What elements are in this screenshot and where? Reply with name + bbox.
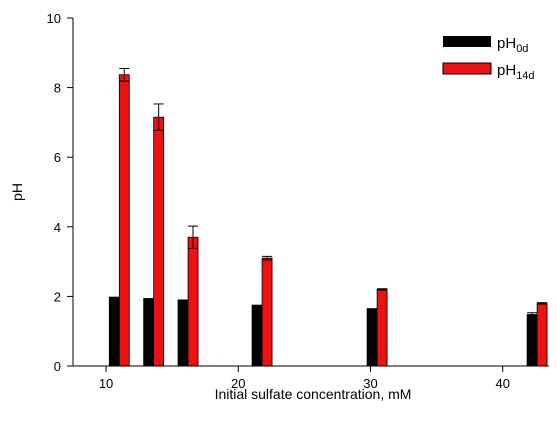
y-tick-label-2: 2 bbox=[54, 289, 61, 304]
bar-ph0d-3 bbox=[251, 304, 263, 367]
bar-ph0d-4 bbox=[366, 308, 378, 367]
error-bars bbox=[119, 67, 548, 317]
legend-label-ph14d-main: pH bbox=[497, 62, 516, 79]
x-tick-label-10: 10 bbox=[99, 376, 113, 391]
legend-label-ph0d-main: pH bbox=[497, 35, 516, 52]
y-tick-label-4: 4 bbox=[54, 220, 61, 235]
bar-ph14d-0 bbox=[118, 74, 130, 367]
legend-swatch-ph14d bbox=[442, 62, 492, 75]
bar-ph0d-0 bbox=[108, 296, 120, 367]
legend-label-ph14d-sub: 14d bbox=[516, 70, 534, 82]
bar-ph14d-3 bbox=[261, 257, 273, 367]
bar-ph0d-5 bbox=[526, 314, 538, 367]
y-tick-label-6: 6 bbox=[54, 150, 61, 165]
bar-ph0d-1 bbox=[143, 298, 155, 367]
x-tick-label-20: 20 bbox=[231, 376, 245, 391]
bar-ph14d-2 bbox=[187, 236, 199, 367]
bar-ph0d-2 bbox=[177, 299, 189, 367]
legend-label-ph0d: pH0d bbox=[497, 35, 528, 55]
x-tick-label-40: 40 bbox=[495, 376, 509, 391]
y-tick-label-8: 8 bbox=[54, 81, 61, 96]
legend-swatch-ph0d bbox=[443, 36, 491, 47]
y-tick-label-10: 10 bbox=[47, 11, 61, 26]
x-tick-label-30: 30 bbox=[363, 376, 377, 391]
bar-ph14d-1 bbox=[153, 116, 165, 367]
y-axis-title: pH bbox=[9, 183, 25, 201]
bars bbox=[108, 74, 548, 367]
x-axis-title: Initial sulfate concentration, mM bbox=[215, 386, 412, 402]
legend-label-ph0d-sub: 0d bbox=[516, 43, 528, 55]
legend: pH0d pH14d bbox=[442, 35, 535, 82]
legend-label-ph14d: pH14d bbox=[497, 62, 535, 82]
bar-ph14d-4 bbox=[376, 289, 388, 367]
axes: 0 2 4 6 8 10 10 20 30 40 bbox=[47, 11, 549, 391]
bar-ph14d-5 bbox=[536, 302, 548, 367]
y-tick-label-0: 0 bbox=[54, 359, 61, 374]
